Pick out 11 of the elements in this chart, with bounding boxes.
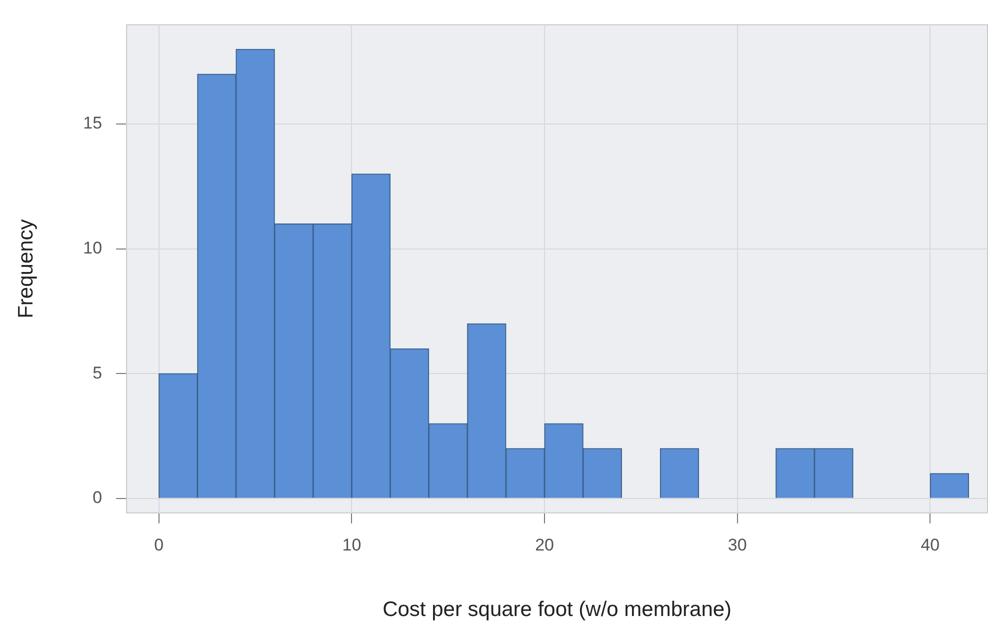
- x-tick-label: 40: [920, 535, 940, 554]
- x-tick-label: 10: [342, 535, 362, 554]
- y-axis-title: Frequency: [14, 218, 38, 318]
- y-tick-label: 10: [83, 238, 102, 258]
- x-tick-label: 30: [728, 535, 747, 554]
- y-tick-label: 5: [92, 363, 102, 382]
- y-tick-label: 15: [83, 114, 102, 133]
- x-tick-label: 20: [535, 535, 554, 554]
- x-tick-label: 0: [154, 535, 164, 554]
- y-tick-label: 0: [92, 488, 102, 508]
- x-axis-title: Cost per square foot (w/o membrane): [382, 598, 732, 622]
